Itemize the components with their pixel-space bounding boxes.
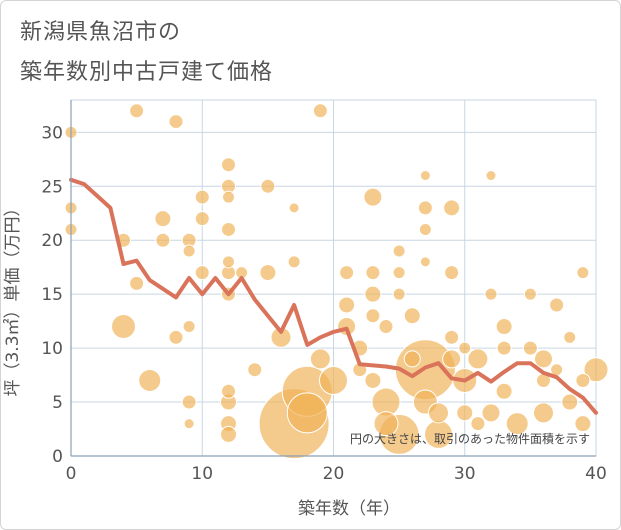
bubble-point: [495, 318, 513, 336]
bubble-point: [373, 411, 399, 437]
bubble-point: [444, 329, 460, 345]
bubble-point: [221, 383, 236, 399]
bubble-point: [259, 264, 277, 282]
bubble-point: [523, 287, 537, 301]
bubble-point: [309, 348, 331, 370]
bubble-point: [364, 371, 382, 389]
bubble-point: [428, 402, 449, 424]
bubble-point: [485, 170, 497, 182]
y-tick-label: 15: [41, 285, 63, 305]
bubble-point: [111, 314, 136, 340]
bubble-point: [583, 357, 609, 383]
bubble-point: [549, 297, 565, 313]
bubble-point: [563, 330, 577, 344]
bubble-point: [339, 265, 355, 281]
bubble-point: [392, 266, 406, 280]
bubble-point: [419, 170, 431, 182]
y-tick-label: 0: [52, 447, 63, 467]
x-tick-label: 40: [585, 464, 607, 484]
bubble-point: [181, 394, 197, 410]
bubble-point: [287, 255, 301, 269]
axes: 0 10 20 30 40 0 5 10 15 20 25 30: [41, 100, 607, 484]
bubble-point: [138, 368, 162, 392]
x-tick-label: 10: [191, 464, 213, 484]
bubble-point: [260, 178, 276, 194]
bubble-point: [194, 211, 210, 227]
bubble-point: [417, 200, 433, 216]
bubble-point: [456, 404, 474, 422]
bubble-point: [155, 232, 171, 248]
bubble-point: [378, 319, 394, 335]
y-tick-label: 30: [41, 123, 63, 143]
bubble-point: [183, 418, 195, 430]
bubble-point: [443, 199, 461, 217]
bubble-point: [220, 425, 237, 443]
bubble-point: [392, 287, 406, 301]
x-axis-label: 築年数（年）: [298, 499, 400, 519]
bubble-point: [419, 256, 431, 268]
x-tick-label: 0: [66, 464, 77, 484]
bubble-point: [365, 265, 381, 281]
trend-line: [69, 177, 598, 415]
trend-layer: [69, 177, 598, 415]
bubble-point: [403, 307, 421, 325]
bubble-point: [222, 255, 235, 269]
bubble-point: [576, 266, 590, 280]
bubble-point: [522, 340, 538, 356]
bubble-point: [403, 350, 421, 368]
bubble-point: [222, 190, 235, 204]
bubble-point: [418, 222, 432, 236]
y-tick-label: 20: [41, 231, 63, 251]
bubble-point: [442, 349, 462, 369]
bubble-point: [484, 287, 498, 301]
bubble-point: [363, 187, 383, 207]
bubble-point: [392, 244, 406, 258]
bubble-point: [444, 265, 460, 281]
bubble-point: [312, 103, 328, 119]
y-axis-label: 坪（3.3㎡）単価（万円）: [3, 199, 23, 396]
bubble-point: [194, 265, 210, 281]
bubble-point: [365, 308, 381, 324]
chart-title-line2: 築年数別中古戸建て価格: [20, 60, 274, 85]
bubble-point: [129, 103, 145, 119]
y-tick-label: 10: [41, 339, 63, 359]
bubble-point: [481, 403, 501, 423]
size-note: 円の大きさは、取引のあった物件面積を示す: [350, 431, 590, 446]
bubble-point: [458, 341, 472, 355]
bubble-point: [288, 202, 300, 214]
bubble-point: [575, 372, 591, 388]
y-tick-label: 5: [52, 393, 63, 413]
bubble-point: [221, 157, 236, 173]
bubble-point: [338, 296, 356, 314]
bubble-point: [319, 365, 348, 395]
bubble-point: [533, 402, 554, 424]
bubble-point: [496, 340, 512, 356]
bubble-point: [168, 329, 184, 345]
bubble-point: [574, 415, 592, 433]
bubble-layer: [64, 103, 609, 460]
chart-title-line1: 新潟県魚沼市の: [20, 20, 182, 45]
bubble-point: [247, 362, 263, 378]
bubble-point: [467, 348, 489, 370]
bubble-point: [561, 393, 579, 411]
bubble-point: [505, 412, 529, 436]
bubble-point: [194, 189, 210, 205]
bubble-point: [534, 349, 553, 369]
bubble-point: [182, 320, 196, 334]
bubble-point: [286, 392, 328, 434]
bubble-point: [129, 275, 145, 291]
bubble-point: [168, 114, 184, 130]
x-tick-label: 30: [454, 464, 476, 484]
bubble-point: [221, 221, 236, 237]
bubble-point: [495, 382, 513, 400]
bubble-point: [154, 210, 172, 228]
bubble-point: [470, 416, 486, 432]
y-tick-label: 25: [41, 177, 63, 197]
bubble-point: [182, 244, 196, 258]
bubble-point: [364, 285, 382, 303]
x-tick-label: 20: [323, 464, 345, 484]
